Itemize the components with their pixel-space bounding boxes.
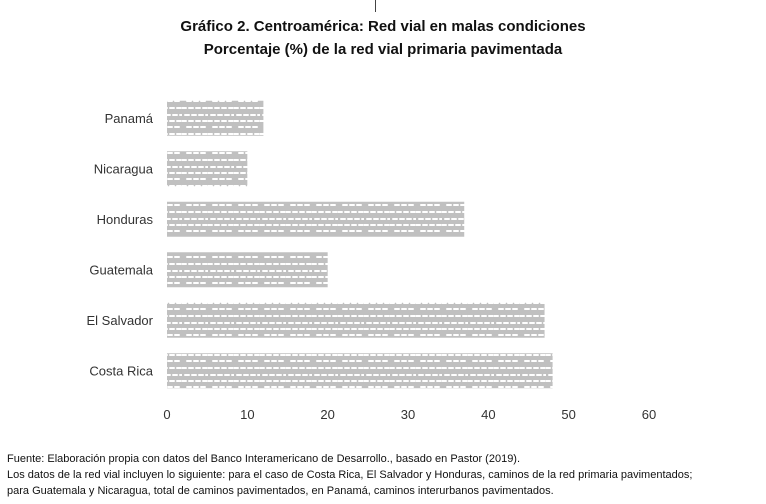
top-tick-mark: [375, 0, 376, 12]
bar-honduras: [167, 201, 465, 237]
note-line: para Guatemala y Nicaragua, total de cam…: [7, 485, 554, 497]
bar-costa-rica: [167, 353, 553, 389]
x-tick-labels: 0 10 20 30 40 50 60: [163, 407, 656, 422]
x-tick-label: 0: [163, 407, 170, 422]
chart-subtitle: Porcentaje (%) de la red vial primaria p…: [203, 41, 563, 58]
x-tick-label: 40: [481, 407, 495, 422]
category-label: Costa Rica: [89, 363, 153, 378]
category-label: Nicaragua: [94, 161, 154, 176]
x-tick-label: 10: [240, 407, 254, 422]
bar-panamá: [167, 100, 264, 136]
bar-el-salvador: [167, 302, 545, 338]
bars-layer: [167, 100, 553, 389]
category-label: Honduras: [97, 212, 154, 227]
x-tick-label: 30: [401, 407, 415, 422]
bar-nicaragua: [167, 151, 248, 187]
x-tick-label: 20: [320, 407, 334, 422]
category-labels: Panamá Nicaragua Honduras Guatemala El Salva…: [87, 111, 154, 379]
category-label: Guatemala: [89, 262, 153, 277]
source-note: Fuente: Elaboración propia con datos del…: [7, 453, 521, 465]
chart-title: Gráfico 2. Centroamérica: Red vial en ma…: [180, 18, 586, 35]
bar-chart: Panamá Nicaragua Honduras Guatemala El Salva…: [87, 100, 656, 422]
bar-guatemala: [167, 252, 328, 288]
category-label: El Salvador: [87, 313, 154, 328]
note-line: Los datos de la red vial incluyen lo sig…: [7, 469, 693, 481]
category-label: Panamá: [105, 111, 154, 126]
x-tick-label: 60: [642, 407, 656, 422]
x-tick-label: 50: [561, 407, 575, 422]
chart-notes: Fuente: Elaboración propia con datos del…: [7, 451, 762, 499]
